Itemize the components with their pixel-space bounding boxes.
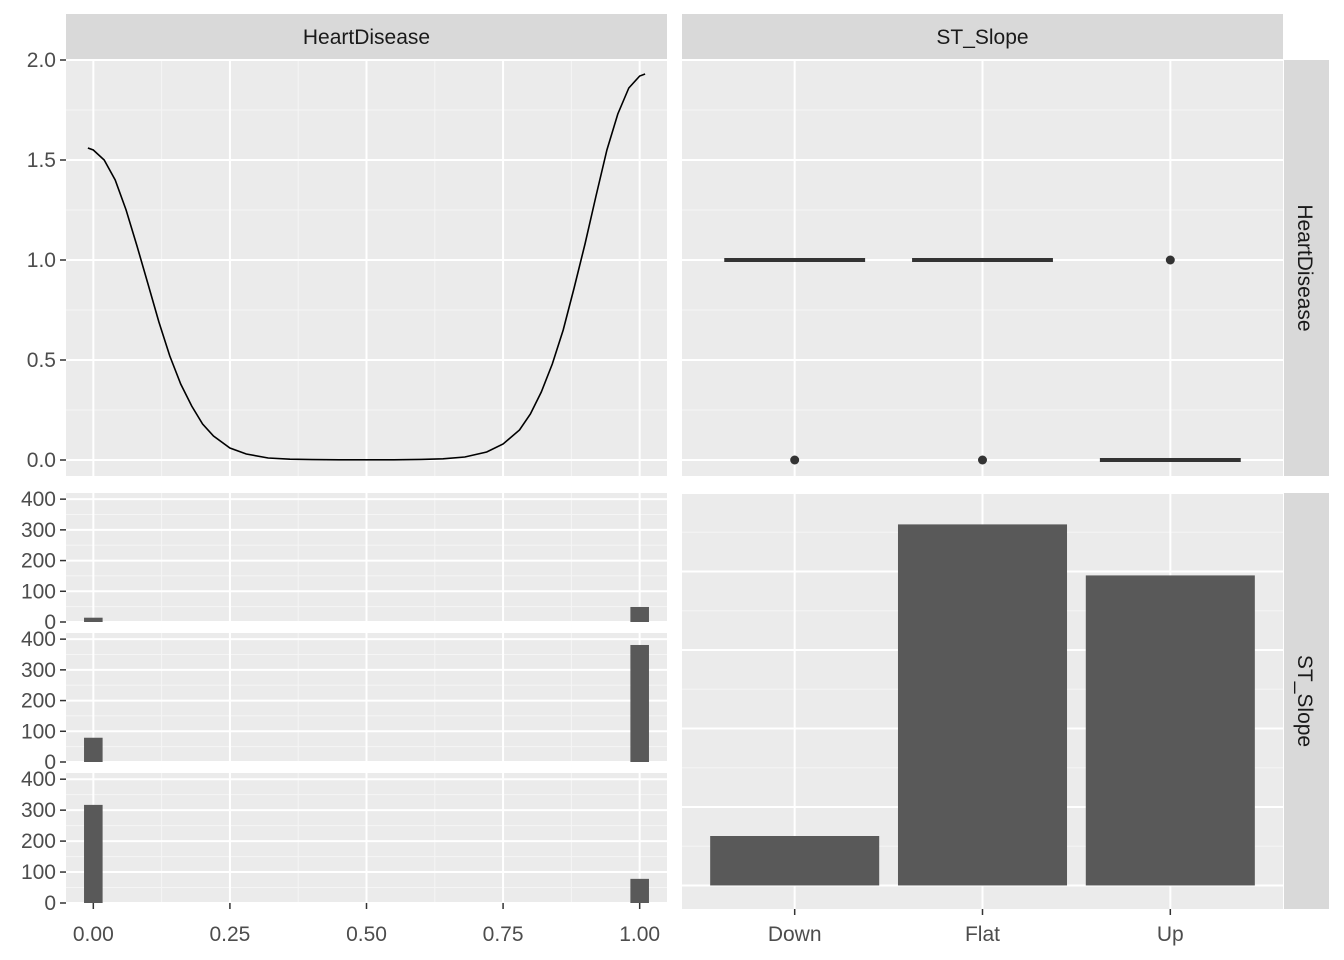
y-tick-label: 200 — [21, 830, 56, 853]
strip-st-slope-column — [682, 14, 1283, 59]
bar-down — [710, 836, 880, 886]
x-axis-heartdisease: 0.00 0.25 0.50 0.75 1.00 — [73, 903, 660, 946]
outlier-point-down — [790, 455, 800, 465]
strip-heartdisease-column-label: HeartDisease — [303, 26, 430, 49]
y-tick-label: 300 — [21, 659, 56, 682]
panel-density-heartdisease: 0.0 0.5 1.0 1.5 2.0 — [27, 49, 667, 476]
x-tick-label: 0.00 — [73, 923, 114, 946]
bar-up — [1085, 575, 1255, 886]
y-tick-label: 2.0 — [27, 49, 56, 72]
y-tick-label: 1.0 — [27, 249, 56, 272]
y-tick-label: 0 — [44, 611, 56, 634]
y-tick-label: 300 — [21, 799, 56, 822]
y-tick-label: 300 — [21, 519, 56, 542]
bar-flat — [897, 524, 1068, 886]
histogram-bar — [84, 737, 103, 762]
histogram-facet-down: 0 100 200 300 400 — [21, 488, 667, 634]
outlier-point-up — [1165, 255, 1175, 265]
histogram-bar — [84, 804, 103, 903]
histogram-facet-up: 0 100 200 300 400 — [21, 768, 667, 915]
density-curve — [87, 73, 646, 461]
y-tick-label: 100 — [21, 580, 56, 603]
x-tick-label: 0.25 — [209, 923, 250, 946]
histogram-facet-flat: 0 100 200 300 400 — [21, 628, 667, 774]
y-tick-label: 400 — [21, 768, 56, 791]
histogram-bar — [84, 617, 103, 622]
panel-bar-st-slope-counts — [682, 492, 1283, 909]
y-tick-label: 0 — [44, 751, 56, 774]
histogram-bar — [630, 606, 649, 622]
x-tick-label: 0.75 — [483, 923, 524, 946]
x-tick-label-up: Up — [1157, 923, 1184, 946]
y-tick-label: 200 — [21, 690, 56, 713]
x-axis-st-slope: Down Flat Up — [768, 909, 1184, 946]
x-tick-label: 0.50 — [346, 923, 387, 946]
histogram-bar — [630, 644, 649, 762]
y-tick-label: 1.5 — [27, 149, 56, 172]
y-tick-label: 100 — [21, 861, 56, 884]
strip-st-slope-row — [1284, 493, 1329, 909]
y-tick-label: 0.5 — [27, 349, 56, 372]
x-tick-label-flat: Flat — [965, 923, 1000, 946]
y-tick-label: 0 — [44, 892, 56, 915]
strip-heartdisease-row-label: HeartDisease — [1293, 204, 1316, 331]
outlier-point-flat — [978, 455, 987, 465]
histogram-bar — [630, 878, 649, 903]
strip-st-slope-row-label: ST_Slope — [1293, 655, 1316, 747]
x-tick-label-down: Down — [768, 923, 822, 946]
panel-boxplot-st-slope-heartdisease — [682, 59, 1283, 476]
y-tick-label: 400 — [21, 488, 56, 511]
y-tick-label: 200 — [21, 550, 56, 573]
y-tick-label: 400 — [21, 628, 56, 651]
strip-st-slope-column-label: ST_Slope — [936, 26, 1028, 49]
strip-heartdisease-row — [1284, 60, 1329, 476]
y-tick-label: 100 — [21, 720, 56, 743]
y-tick-label: 0.0 — [27, 449, 56, 472]
x-tick-label: 1.00 — [619, 923, 660, 946]
strip-heartdisease-column — [66, 14, 667, 59]
